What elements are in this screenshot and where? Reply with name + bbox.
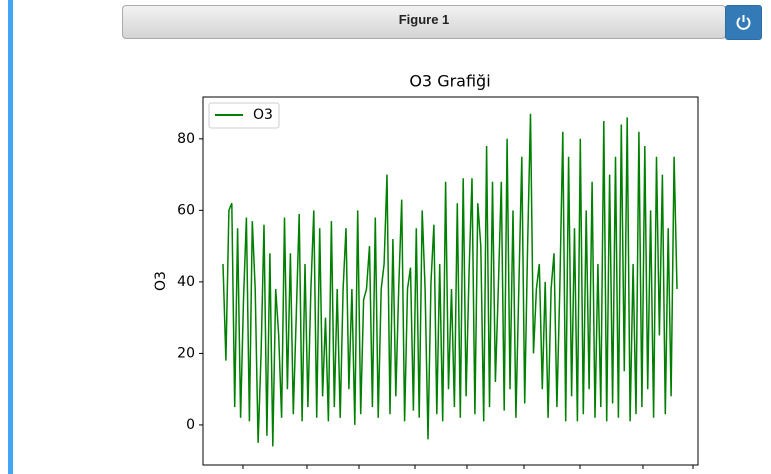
y-tick-label: 60: [177, 202, 195, 218]
close-button[interactable]: [725, 5, 762, 40]
y-tick-label: 20: [177, 345, 195, 361]
power-icon: [736, 15, 751, 30]
y-tick-label: 40: [177, 274, 195, 290]
y-tick-label: 0: [186, 417, 195, 433]
plot-area: [202, 96, 699, 466]
y-axis-label: O3: [153, 271, 169, 291]
y-tick-label: 80: [177, 131, 195, 147]
chart-title: O3 Grafiği: [409, 72, 490, 91]
figure-header: Figure 1: [122, 5, 726, 39]
data-line: [222, 113, 678, 447]
legend-label: O3: [253, 107, 273, 123]
legend-box: [208, 102, 280, 129]
cell-indicator: [8, 0, 13, 474]
